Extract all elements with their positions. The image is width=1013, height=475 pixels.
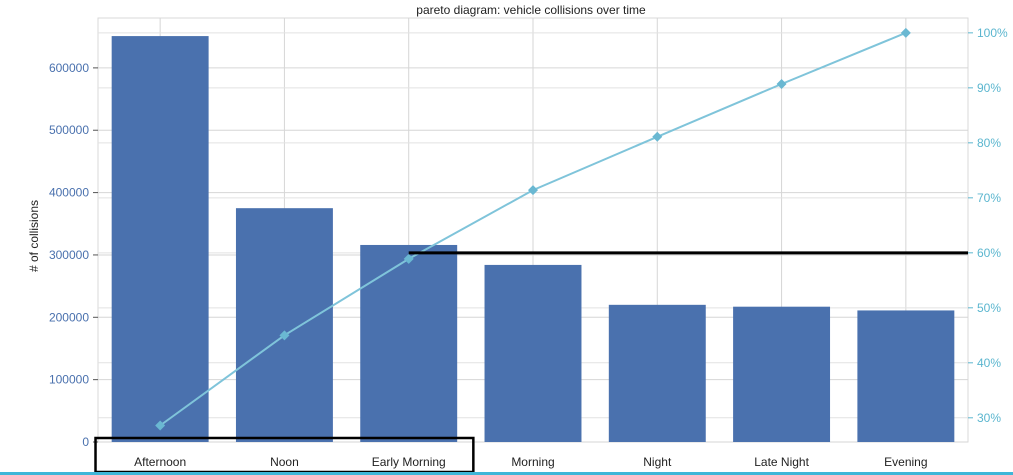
x-tick-label: Early Morning	[372, 455, 446, 469]
x-tick-label: Noon	[270, 455, 299, 469]
x-tick-label: Morning	[511, 455, 554, 469]
cumulative-point	[155, 420, 166, 431]
bar-early-morning	[360, 244, 458, 442]
chart-title: pareto diagram: vehicle collisions over …	[416, 3, 646, 17]
cumulative-point	[403, 253, 414, 264]
y2-tick-label: 70%	[977, 191, 1001, 205]
y2-tick-label: 40%	[977, 356, 1001, 370]
y-tick-label: 600000	[49, 61, 89, 75]
y-tick-label: 400000	[49, 186, 89, 200]
y-tick-label: 300000	[49, 248, 89, 262]
cumulative-point	[279, 330, 290, 341]
plot-area: 0 100000 200000 300000 400000 500000 600000 30%…	[49, 17, 1008, 474]
x-tick-label: Evening	[884, 455, 927, 469]
y2-tick-label: 100%	[977, 26, 1008, 40]
y-tick-label: 200000	[49, 310, 89, 324]
y2-tick-label: 90%	[977, 81, 1001, 95]
x-tick-label: Afternoon	[134, 455, 186, 469]
cumulative-point	[900, 27, 911, 38]
bar-late-night	[733, 306, 831, 442]
y-tick-label: 100000	[49, 373, 89, 387]
y2-tick-label: 60%	[977, 246, 1001, 260]
y-tick-label: 0	[82, 435, 89, 449]
y2-tick-label: 80%	[977, 136, 1001, 150]
y-tick-label: 500000	[49, 123, 89, 137]
bottom-accent-line	[0, 472, 1013, 475]
y2-tick-label: 50%	[977, 301, 1001, 315]
cumulative-point	[652, 131, 663, 142]
y2-tick-label: 30%	[977, 411, 1001, 425]
bar-noon	[235, 208, 333, 442]
cumulative-point	[776, 78, 787, 89]
bar-evening	[857, 310, 955, 442]
bar-afternoon	[111, 36, 209, 443]
y-axis-label: # of collisions	[27, 200, 41, 272]
x-tick-label: Late Night	[754, 455, 809, 469]
bar-morning	[484, 264, 582, 442]
bar-night	[608, 304, 706, 442]
cumulative-point	[528, 185, 538, 196]
x-tick-label: Night	[643, 455, 672, 469]
